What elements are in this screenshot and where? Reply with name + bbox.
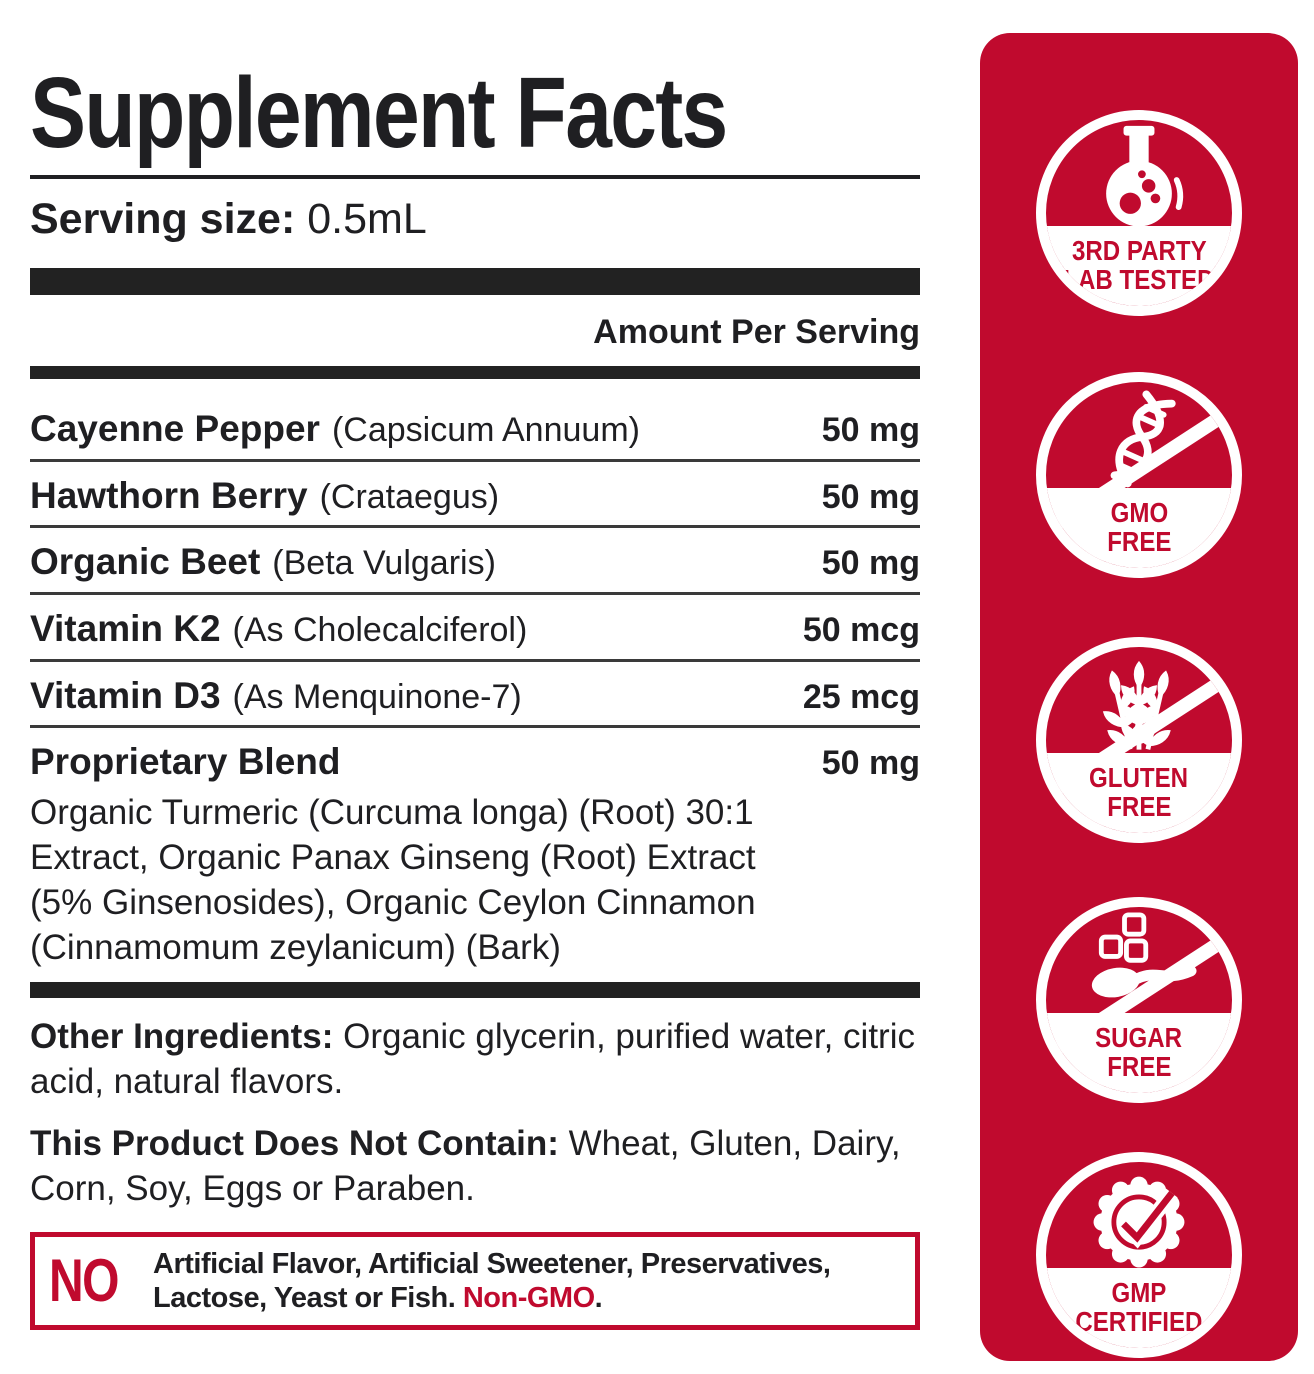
no-claims-text: Artificial Flavor, Artificial Sweetener,… <box>153 1247 901 1315</box>
lab-flask-icon <box>1106 125 1184 227</box>
no-claims-period: . <box>594 1281 603 1314</box>
ingredient-name: Proprietary Blend <box>30 741 341 783</box>
ingredient-amount: 25 mcg <box>802 677 920 716</box>
badge-label-line2: FREE <box>1106 791 1172 822</box>
serving-size-label: Serving size: <box>30 195 296 243</box>
amount-per-serving-header: Amount Per Serving <box>593 313 920 351</box>
ingredient-detail: (Crataegus) <box>319 477 500 516</box>
ingredient-detail: (Beta Vulgaris) <box>272 544 496 583</box>
proprietary-blend-row: Proprietary Blend 50 mg Organic Turmeric… <box>30 728 920 982</box>
badge-label-line2: CERTIFIED <box>1075 1306 1203 1337</box>
no-word: NO <box>49 1246 119 1314</box>
not-contain-paragraph: This Product Does Not Contain: Wheat, Gl… <box>30 1122 920 1212</box>
no-claims-box: NO Artificial Flavor, Artificial Sweeten… <box>30 1231 920 1330</box>
ingredient-detail: (As Menquinone-7) <box>232 677 522 716</box>
badge-label-line1: GMO <box>1110 497 1168 529</box>
ingredient-name: Vitamin D3 <box>30 674 221 716</box>
badge-label-line1: GMP <box>1111 1277 1167 1309</box>
badge-label-line2: FREE <box>1106 526 1172 557</box>
not-contain-text: Wheat, Gluten, Dairy, Corn, Soy, Eggs or… <box>30 1123 901 1208</box>
ingredient-name: Hawthorn Berry <box>30 474 308 516</box>
proprietary-blend-header: Proprietary Blend 50 mg <box>30 742 920 783</box>
table-row: Vitamin K2 (As Cholecalciferol) 50 mcg <box>30 595 920 662</box>
not-contain-label: This Product Does Not Contain: <box>30 1123 559 1163</box>
check-seal-icon <box>1093 1176 1185 1268</box>
badge-label-line1: SUGAR <box>1095 1022 1183 1054</box>
other-ingredients-label: Other Ingredients: <box>30 1017 334 1057</box>
badge-sugar-free: SUGAR FREE <box>1036 897 1242 1103</box>
badge-gluten-free: GLUTEN FREE <box>1036 637 1242 843</box>
facts-panel: Supplement Facts Serving size: 0.5mL Amo… <box>30 57 920 1330</box>
badge-label-area: 3RD PARTY LAB TESTED <box>1046 226 1232 306</box>
badge-banner: 3RD PARTY LAB TESTED <box>980 33 1298 1361</box>
badge-label-area: SUGAR FREE <box>1046 1013 1232 1093</box>
table-row: Cayenne Pepper (Capsicum Annuum) 50 mg <box>30 395 920 462</box>
badge-label-line1: 3RD PARTY <box>1071 235 1207 267</box>
table-row: Organic Beet (Beta Vulgaris) 50 mg <box>30 528 920 596</box>
badge-label-area: GMP CERTIFIED <box>1046 1268 1232 1348</box>
proprietary-blend-description: Organic Turmeric (Curcuma longa) (Root) … <box>30 793 756 967</box>
badge-label-line1: GLUTEN <box>1089 762 1189 794</box>
badge-gmp-certified: GMP CERTIFIED <box>1036 1152 1242 1358</box>
ingredient-name: Organic Beet <box>30 541 261 583</box>
badge-label-line2: LAB TESTED <box>1063 264 1215 295</box>
divider-bar-top <box>30 268 920 295</box>
ingredient-amount: 50 mg <box>821 411 920 449</box>
ingredient-detail: (Capsicum Annuum) <box>331 411 640 449</box>
badge-3rd-party-lab-tested: 3RD PARTY LAB TESTED <box>1036 110 1242 316</box>
badge-gmo-free: GMO FREE <box>1036 372 1242 578</box>
ingredient-amount: 50 mg <box>821 744 920 783</box>
table-row: Vitamin D3 (As Menquinone-7) 25 mcg <box>30 662 920 729</box>
badge-label-area: GMO FREE <box>1046 488 1232 568</box>
divider-bar-header <box>30 366 920 379</box>
page-title: Supplement Facts <box>30 57 728 169</box>
serving-size-line: Serving size: 0.5mL <box>30 195 920 244</box>
ingredient-amount: 50 mg <box>821 544 920 583</box>
ingredient-detail: (As Cholecalciferol) <box>232 611 528 650</box>
other-ingredients-paragraph: Other Ingredients: Organic glycerin, pur… <box>30 1015 920 1105</box>
ingredient-amount: 50 mcg <box>802 611 920 650</box>
serving-size-value: 0.5mL <box>307 195 427 243</box>
ingredient-amount: 50 mg <box>821 477 920 516</box>
ingredient-name: Vitamin K2 <box>30 608 221 650</box>
ingredient-name: Cayenne Pepper <box>30 408 320 449</box>
title-rule <box>30 175 920 179</box>
badge-label-line2: FREE <box>1106 1051 1172 1082</box>
ingredient-table: Cayenne Pepper (Capsicum Annuum) 50 mg H… <box>30 395 920 982</box>
table-row: Hawthorn Berry (Crataegus) 50 mg <box>30 462 920 529</box>
badge-label-area: GLUTEN FREE <box>1046 753 1232 833</box>
other-ingredients-text: Organic glycerin, purified water, citric… <box>30 1017 915 1102</box>
non-gmo-text: Non-GMO <box>462 1281 595 1314</box>
no-claims-black-text: Artificial Flavor, Artificial Sweetener,… <box>153 1247 831 1314</box>
divider-bar-bottom <box>30 982 920 999</box>
